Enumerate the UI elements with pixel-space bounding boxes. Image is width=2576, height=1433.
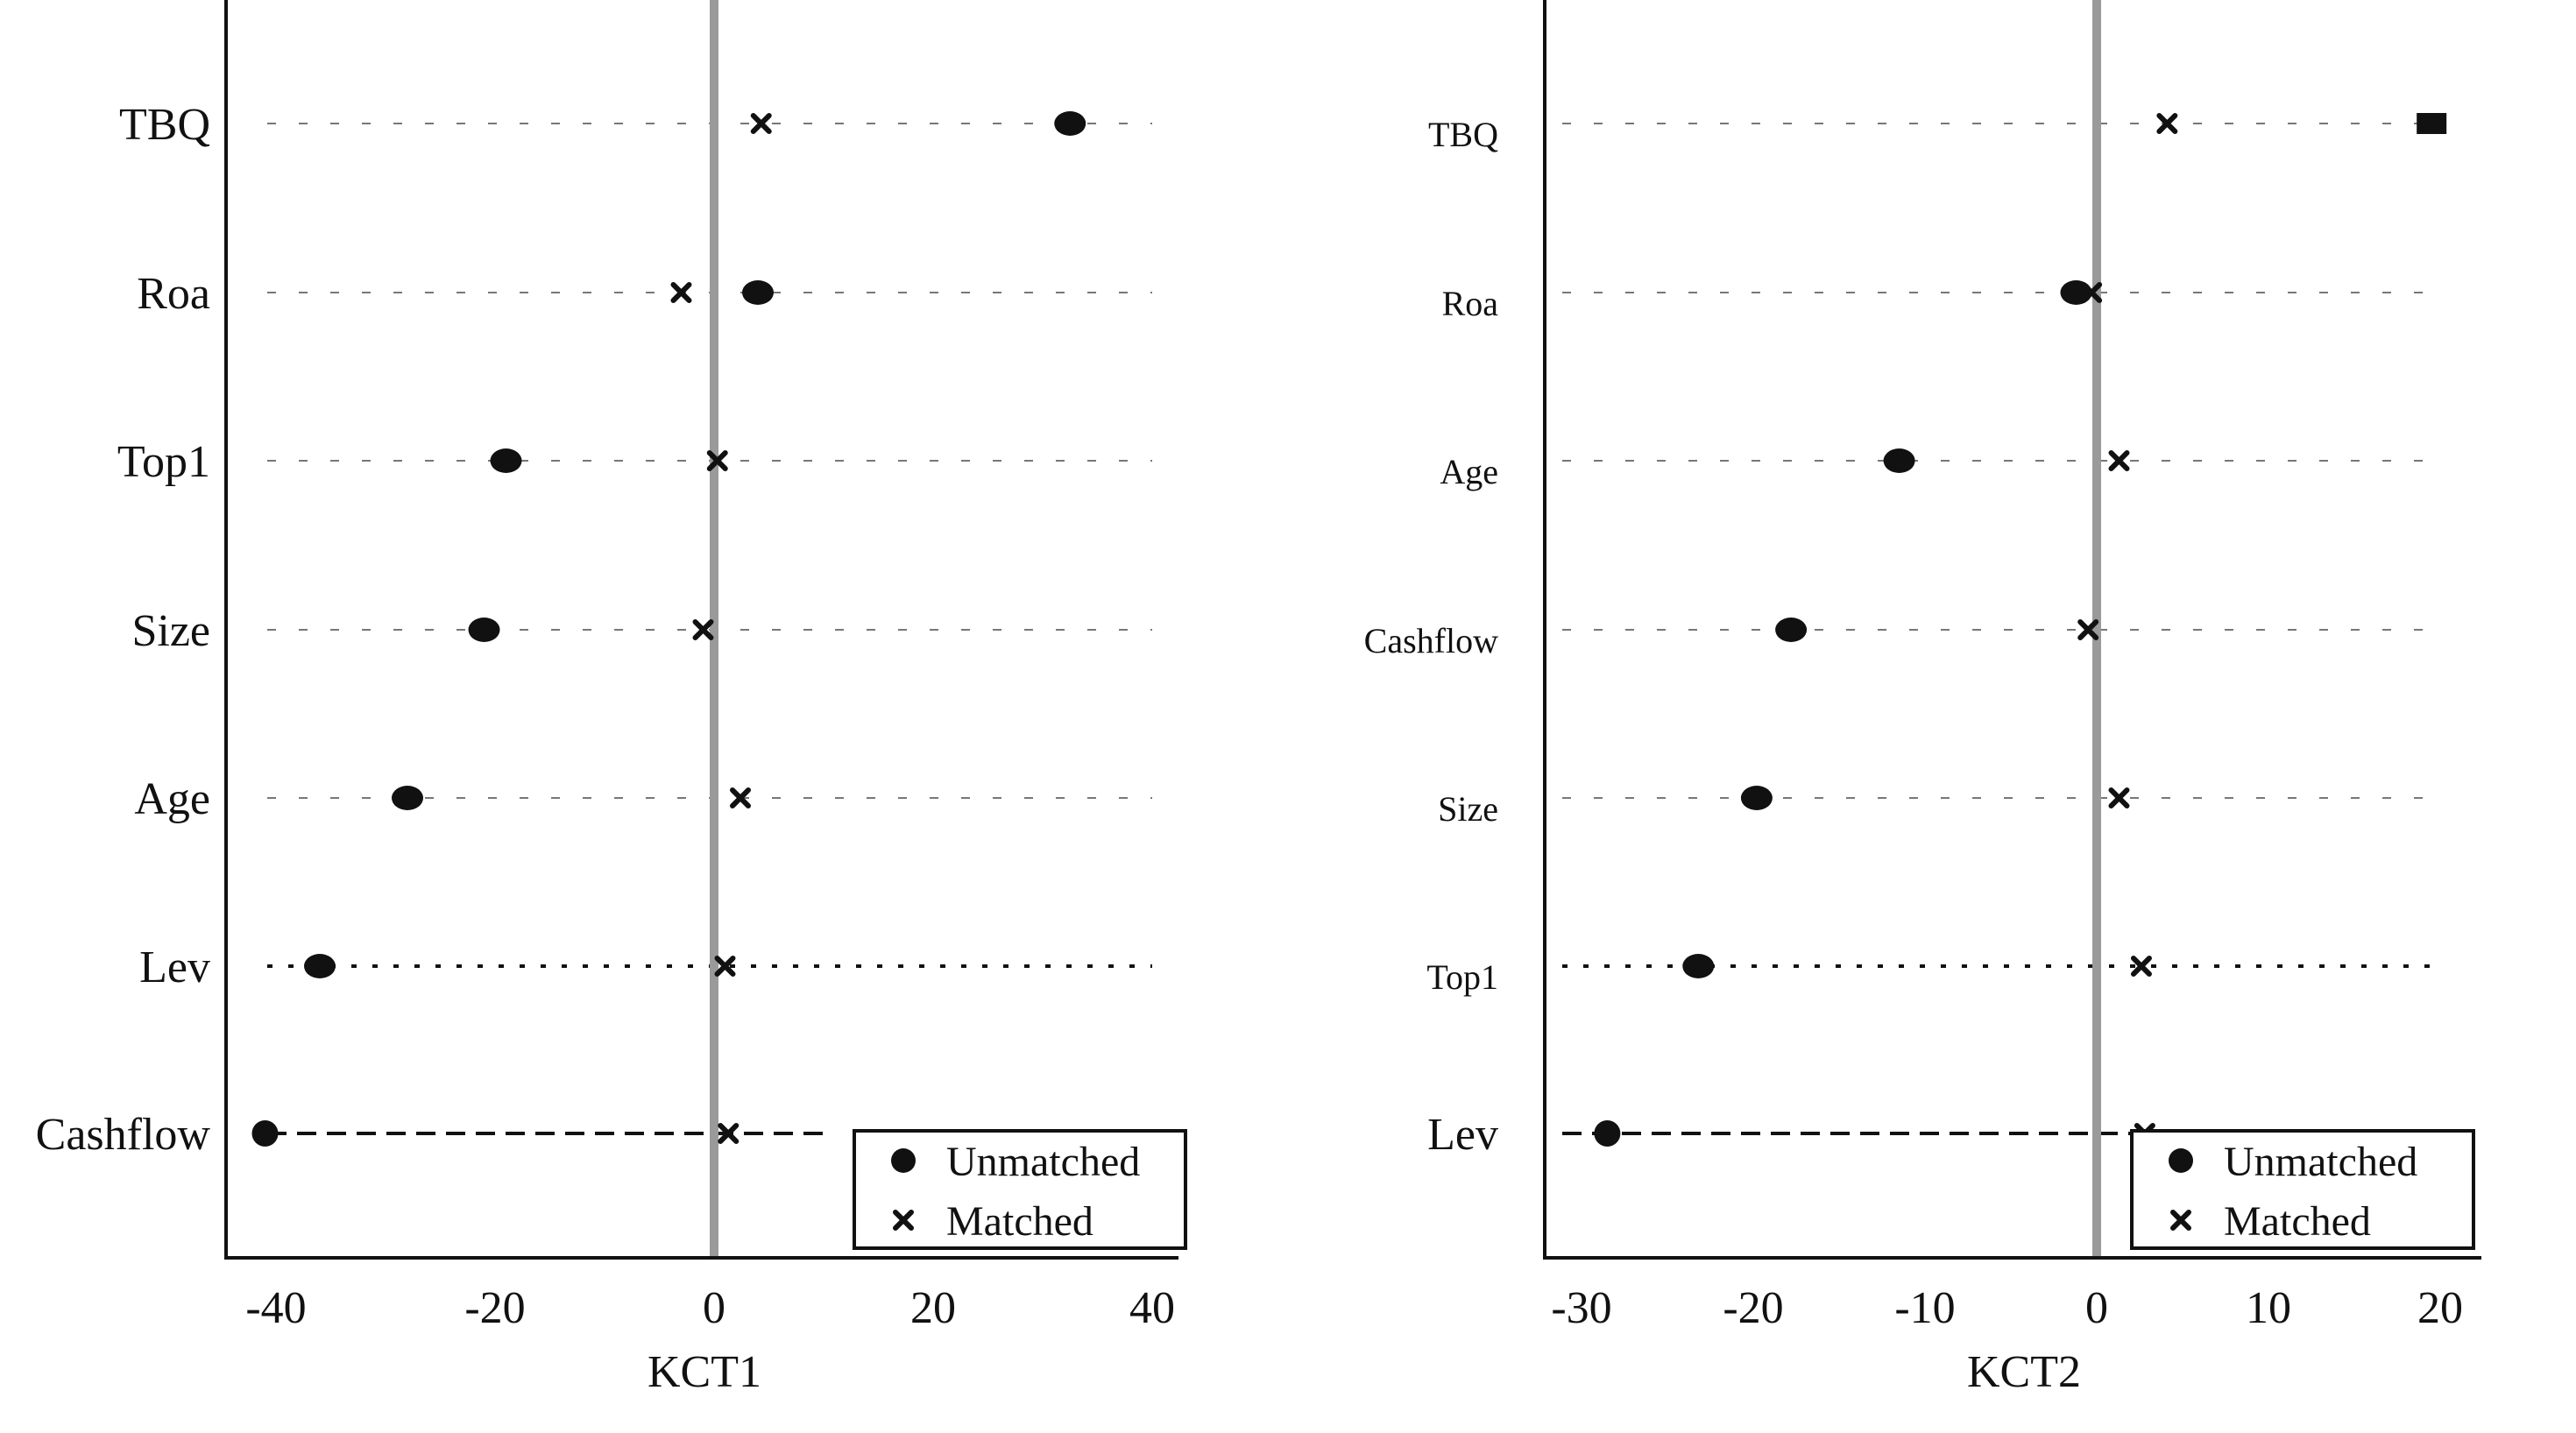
x-tick-label-3: 0: [2085, 1283, 2108, 1333]
x-marker-shape: [2130, 956, 2152, 977]
x-tick-label-5: 20: [2417, 1283, 2463, 1333]
legend-label-matched: Matched: [946, 1198, 1093, 1245]
x-tick-label-2: 0: [703, 1283, 725, 1333]
unmatched-point-top1: [490, 448, 522, 473]
unmatched-point-cashflow: [251, 1120, 279, 1147]
x-marker-shape: [2081, 282, 2103, 303]
unmatched-point-lev: [1594, 1120, 1621, 1147]
x-marker-shape: [670, 282, 692, 303]
chart-panel-kct2: TBQ Roa Age Cashflow Size Top1 Lev -30 -20 -10 0 10…: [1364, 0, 2481, 1397]
x-tick-label-3: 20: [910, 1283, 956, 1333]
category-label-age: Age: [134, 774, 210, 824]
category-label-size: Size: [131, 606, 210, 656]
matched-point-cashflow: [718, 1123, 740, 1144]
unmatched-point-lev: [304, 954, 336, 978]
category-label-lev: Lev: [139, 942, 210, 992]
x-marker-shape: [706, 450, 728, 471]
chart-panel-kct1: TBQ Roa Top1 Size Age Lev Cashflow -40 -20 0 20 40 K…: [36, 0, 1187, 1397]
matched-point-lev: [714, 956, 736, 977]
matched-point-roa: [2081, 282, 2103, 303]
x-axis-label: KCT2: [1967, 1347, 2081, 1397]
unmatched-point-top1: [1682, 954, 1715, 978]
matched-point-age: [2108, 450, 2130, 471]
matched-point-tbq: [2156, 113, 2178, 134]
matched-point-size: [692, 619, 714, 640]
x-marker-shape: [2077, 619, 2099, 640]
matched-point-age: [730, 787, 751, 808]
x-marker-shape: [2108, 787, 2130, 808]
unmatched-point-cashflow: [1775, 618, 1808, 642]
x-marker-shape: [730, 787, 751, 808]
matched-point-tbq: [750, 113, 772, 134]
x-tick-label-4: 10: [2246, 1283, 2291, 1333]
matched-point-cashflow: [2077, 619, 2099, 640]
legend-marker-matched: [893, 1210, 914, 1231]
unmatched-point-roa: [742, 280, 774, 305]
category-label-top1: Top1: [117, 437, 210, 487]
matched-point-size: [2108, 787, 2130, 808]
x-tick-label-1: -20: [1723, 1283, 1783, 1333]
unmatched-point-age: [1883, 448, 1915, 473]
category-label-age: Age: [1440, 452, 1498, 491]
x-marker-shape: [692, 619, 714, 640]
x-axis-label: KCT1: [648, 1347, 761, 1397]
unmatched-point-roa: [2060, 280, 2092, 305]
x-marker-shape: [718, 1123, 740, 1144]
matched-point-roa: [670, 282, 692, 303]
x-tick-label-0: -30: [1551, 1283, 1611, 1333]
legend-label-matched: Matched: [2224, 1198, 2371, 1245]
legend-marker-unmatched: [2169, 1148, 2193, 1173]
category-label-roa: Roa: [137, 269, 210, 319]
x-marker-shape: [750, 113, 772, 134]
matched-point-top1: [2130, 956, 2152, 977]
unmatched-point-size: [1740, 786, 1773, 810]
x-tick-label-4: 40: [1129, 1283, 1175, 1333]
legend-marker-unmatched: [891, 1148, 916, 1173]
legend-marker-matched: [2170, 1210, 2191, 1231]
unmatched-point-size: [468, 618, 500, 642]
x-tick-label-1: -20: [464, 1283, 525, 1333]
legend-label-unmatched: Unmatched: [946, 1139, 1140, 1185]
unmatched-point-tbq: [2417, 113, 2447, 134]
x-marker-shape: [714, 956, 736, 977]
unmatched-point-tbq: [1054, 111, 1086, 136]
x-tick-label-0: -40: [245, 1283, 306, 1333]
category-label-roa: Roa: [1442, 284, 1499, 323]
matched-point-top1: [706, 450, 728, 471]
x-marker-shape: [2108, 450, 2130, 471]
unmatched-point-age: [392, 786, 423, 810]
legend: Unmatched Matched: [2130, 1129, 2475, 1250]
category-label-tbq: TBQ: [1428, 115, 1498, 154]
x-marker-shape: [2156, 113, 2178, 134]
category-label-size: Size: [1438, 789, 1498, 829]
legend: Unmatched Matched: [853, 1129, 1187, 1250]
category-label-lev: Lev: [1427, 1110, 1498, 1160]
x-tick-label-2: -10: [1894, 1283, 1955, 1333]
legend-label-unmatched: Unmatched: [2224, 1139, 2417, 1185]
category-label-top1: Top1: [1426, 957, 1498, 997]
category-label-cashflow: Cashflow: [36, 1110, 211, 1160]
category-label-tbq: TBQ: [119, 100, 210, 150]
category-label-cashflow: Cashflow: [1364, 621, 1498, 660]
